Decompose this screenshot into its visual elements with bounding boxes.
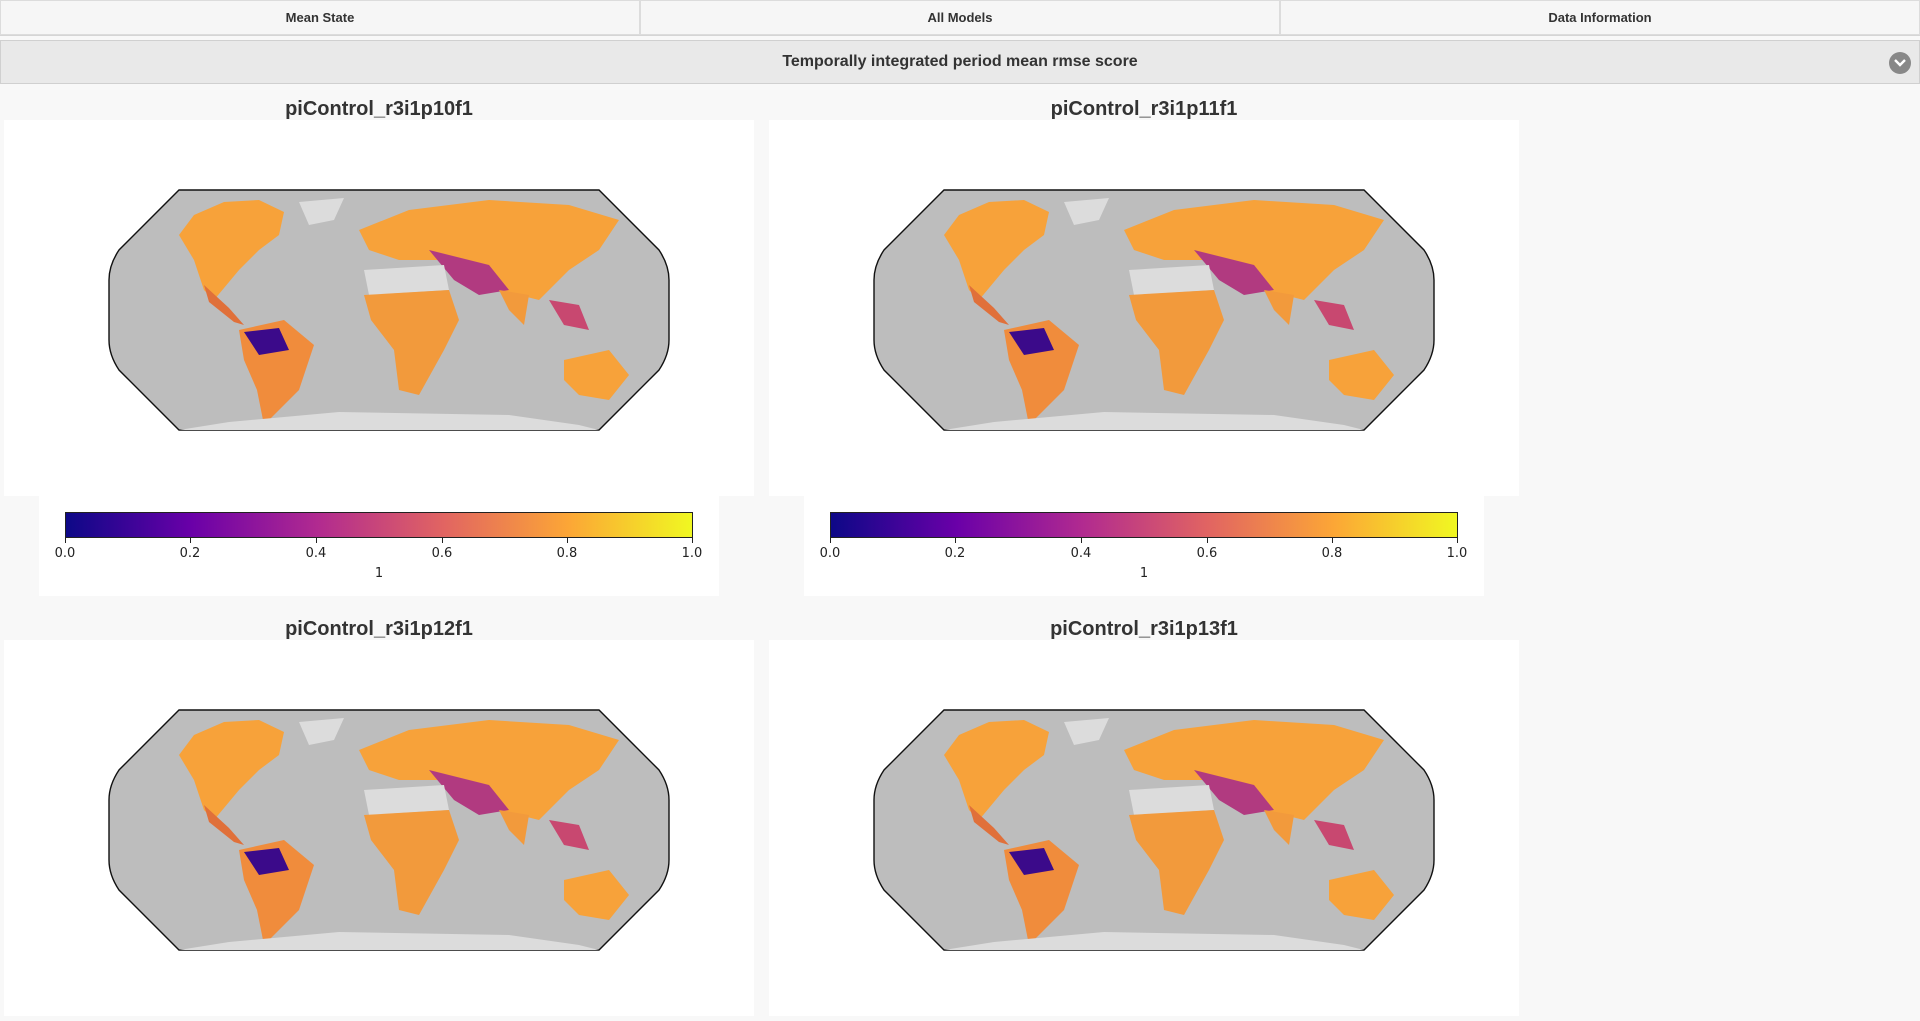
colorbar-tick-label: 0.0: [54, 546, 76, 561]
tab-mean-state[interactable]: Mean State: [0, 0, 640, 35]
section-title: Temporally integrated period mean rmse s…: [782, 53, 1138, 70]
panel-title: piControl_r3i1p11f1: [1050, 98, 1238, 120]
map-image: [769, 640, 1519, 1016]
colorbar-tick-label: 0.0: [819, 546, 841, 561]
colorbar-tick-label: 0.6: [1196, 546, 1218, 561]
colorbar-gradient: [65, 512, 693, 538]
map-image: [769, 120, 1519, 496]
panel-title: piControl_r3i1p12f1: [285, 618, 473, 640]
colorbar-tick-label: 0.2: [179, 546, 201, 561]
colorbar: 0.0 0.2 0.4 0.6 0.8 1.0 1: [804, 496, 1484, 596]
colorbar-tick-label: 1.0: [1446, 546, 1468, 561]
colorbar-tick-label: 0.8: [1321, 546, 1343, 561]
chevron-down-icon[interactable]: [1889, 52, 1911, 74]
colorbar-unit: 1: [374, 566, 384, 581]
colorbar-tick-label: 1.0: [681, 546, 703, 561]
map-image: [4, 120, 754, 496]
colorbar-tick-label: 0.2: [944, 546, 966, 561]
panel-title: piControl_r3i1p10f1: [285, 98, 473, 120]
tab-bar: Mean State All Models Data Information: [0, 0, 1920, 36]
tab-data-information[interactable]: Data Information: [1280, 0, 1920, 35]
world-map: [108, 709, 670, 951]
colorbar: 0.0 0.2 0.4 0.6 0.8 1.0 1: [39, 496, 719, 596]
tab-all-models[interactable]: All Models: [640, 0, 1280, 35]
world-map: [873, 189, 1435, 431]
colorbar-unit: 1: [1139, 566, 1149, 581]
map-image: [4, 640, 754, 1016]
colorbar-tick-label: 0.4: [1070, 546, 1092, 561]
section-header[interactable]: Temporally integrated period mean rmse s…: [0, 40, 1920, 84]
world-map: [108, 189, 670, 431]
colorbar-tick-label: 0.4: [305, 546, 327, 561]
colorbar-tick-label: 0.6: [431, 546, 453, 561]
world-map: [873, 709, 1435, 951]
panel-title: piControl_r3i1p13f1: [1050, 618, 1238, 640]
colorbar-tick-label: 0.8: [556, 546, 578, 561]
colorbar-gradient: [830, 512, 1458, 538]
